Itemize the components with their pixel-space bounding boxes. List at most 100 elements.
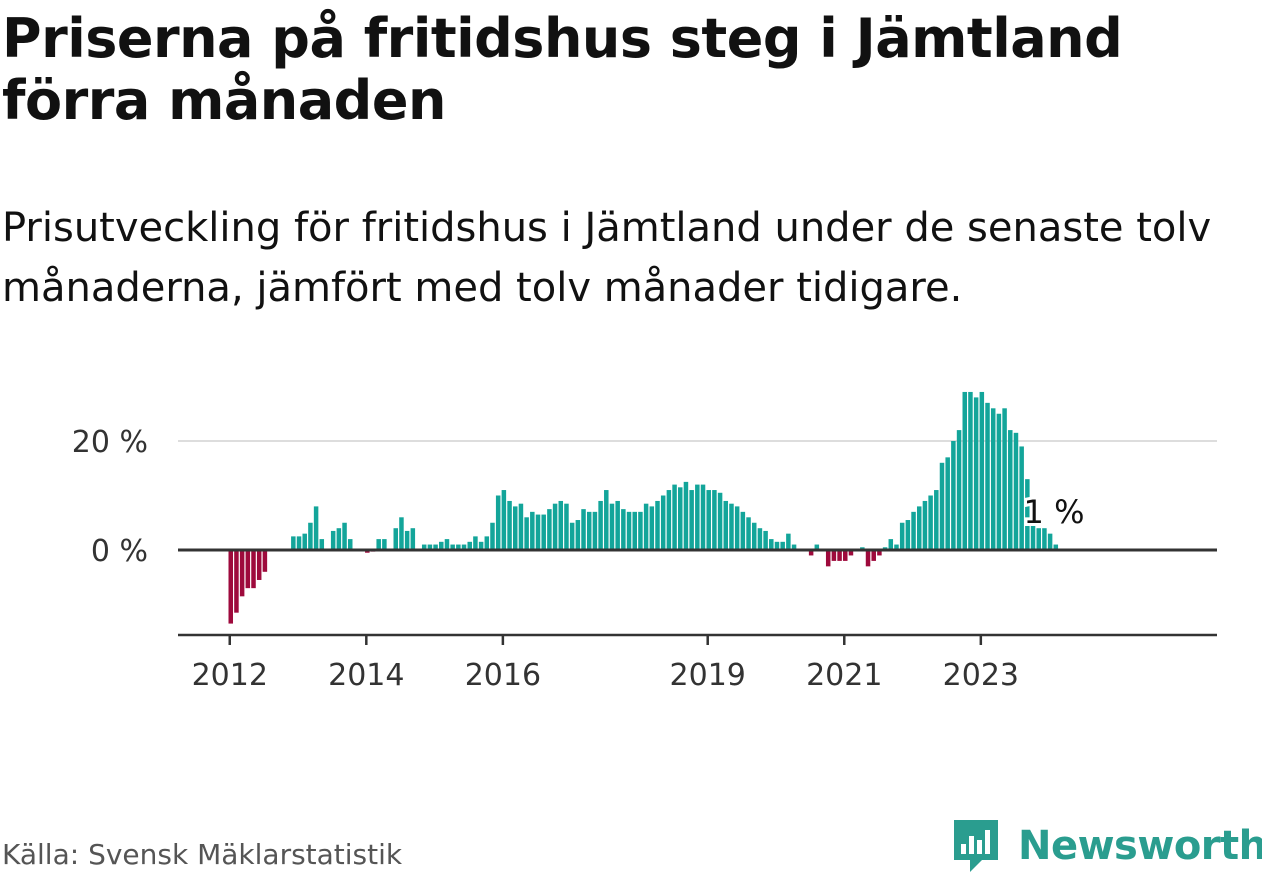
bar-positive	[1025, 479, 1030, 550]
bar-positive	[427, 544, 433, 550]
bar-positive	[1013, 432, 1019, 550]
bar-positive	[473, 536, 478, 551]
bar-positive	[308, 522, 313, 550]
bar-positive	[922, 500, 928, 550]
last-value-annotation: 1 %	[1024, 493, 1085, 531]
bar-positive	[376, 539, 381, 550]
bar-positive	[660, 495, 666, 550]
bar-chart: 0 % 20 % 2012 2014 2016 2019 2021 2023 1 %	[72, 391, 1217, 693]
bar-positive	[1019, 446, 1024, 550]
bar-positive	[330, 530, 336, 550]
bar-positive	[672, 484, 677, 550]
bar-positive	[1008, 430, 1013, 550]
bar-positive	[586, 511, 592, 550]
x-tick-label: 2019	[670, 658, 746, 693]
bar-positive	[1002, 408, 1007, 550]
bar-positive	[962, 391, 968, 550]
bar-positive	[951, 441, 956, 550]
bar-negative	[256, 550, 262, 580]
bar-positive	[296, 536, 302, 551]
bar-positive	[467, 541, 472, 550]
bar-positive	[513, 506, 518, 550]
bar-positive	[751, 522, 757, 550]
bar-positive	[1053, 544, 1059, 550]
x-tick-label: 2016	[465, 658, 541, 693]
bar-positive	[746, 517, 751, 550]
bar-positive	[501, 490, 507, 550]
bar-positive	[552, 503, 558, 551]
bar-positive	[439, 541, 444, 550]
bar-positive	[740, 511, 746, 550]
bar-positive	[706, 490, 711, 550]
bar-positive	[655, 500, 660, 550]
bar-positive	[678, 487, 683, 550]
newsworthy-icon	[954, 820, 998, 872]
bar-positive	[990, 408, 996, 550]
bar-positive	[757, 528, 763, 550]
bar-positive	[626, 511, 632, 550]
bar-positive	[444, 539, 450, 550]
bar-positive	[1042, 528, 1047, 550]
bar-positive	[791, 544, 797, 550]
bar-negative	[825, 550, 831, 567]
bar-negative	[239, 550, 245, 597]
bar-positive	[581, 509, 586, 551]
bar-negative	[251, 550, 256, 589]
bar-positive	[979, 391, 985, 550]
bar-positive	[609, 503, 615, 551]
bar-positive	[575, 520, 581, 551]
bar-positive	[905, 520, 911, 551]
bar-positive	[712, 490, 717, 550]
bar-positive	[683, 481, 689, 551]
bar-positive	[291, 536, 296, 551]
bar-positive	[643, 503, 649, 551]
bar-positive	[621, 509, 626, 551]
bar-positive	[769, 539, 774, 550]
bar-positive	[945, 457, 950, 550]
bar-positive	[968, 391, 973, 550]
bar-positive	[507, 500, 512, 550]
bar-positive	[928, 495, 933, 550]
bar-positive	[604, 490, 609, 550]
bar-positive	[763, 530, 768, 550]
bar-negative	[262, 550, 268, 572]
bar-positive	[404, 530, 410, 550]
bar-positive	[1030, 500, 1036, 550]
bar-positive	[729, 503, 734, 551]
bar-positive	[1047, 533, 1053, 550]
bar-positive	[734, 506, 740, 550]
y-tick-label: 0 %	[91, 534, 148, 569]
bar-positive	[495, 495, 501, 550]
bar-positive	[894, 544, 899, 550]
bars-layer	[228, 391, 1059, 624]
brand-name: Newsworthy	[1018, 823, 1262, 869]
brand-logo[interactable]: Newsworthy	[950, 816, 1262, 876]
bar-positive	[569, 522, 575, 550]
axis-layer: 0 % 20 % 2012 2014 2016 2019 2021 2023	[72, 425, 1217, 693]
bar-negative	[837, 550, 842, 561]
bar-positive	[313, 506, 319, 550]
bar-positive	[319, 539, 325, 550]
x-tick-label: 2023	[943, 658, 1019, 693]
x-tick-label: 2012	[192, 658, 268, 693]
bar-positive	[888, 539, 894, 550]
bar-negative	[843, 550, 848, 561]
bar-positive	[456, 544, 461, 550]
bar-negative	[877, 550, 882, 556]
bar-positive	[541, 514, 546, 550]
bar-positive	[1036, 528, 1041, 550]
bar-positive	[524, 517, 529, 550]
bar-positive	[421, 544, 427, 550]
bar-negative	[808, 550, 814, 556]
bar-positive	[592, 511, 598, 550]
bar-positive	[393, 528, 399, 550]
bar-positive	[615, 500, 620, 550]
bar-positive	[774, 541, 780, 550]
bar-positive	[484, 536, 490, 551]
bar-positive	[638, 511, 643, 550]
bar-positive	[336, 528, 342, 550]
bar-positive	[973, 397, 979, 550]
bar-positive	[490, 522, 495, 550]
bar-positive	[518, 503, 524, 551]
bar-positive	[347, 539, 353, 550]
